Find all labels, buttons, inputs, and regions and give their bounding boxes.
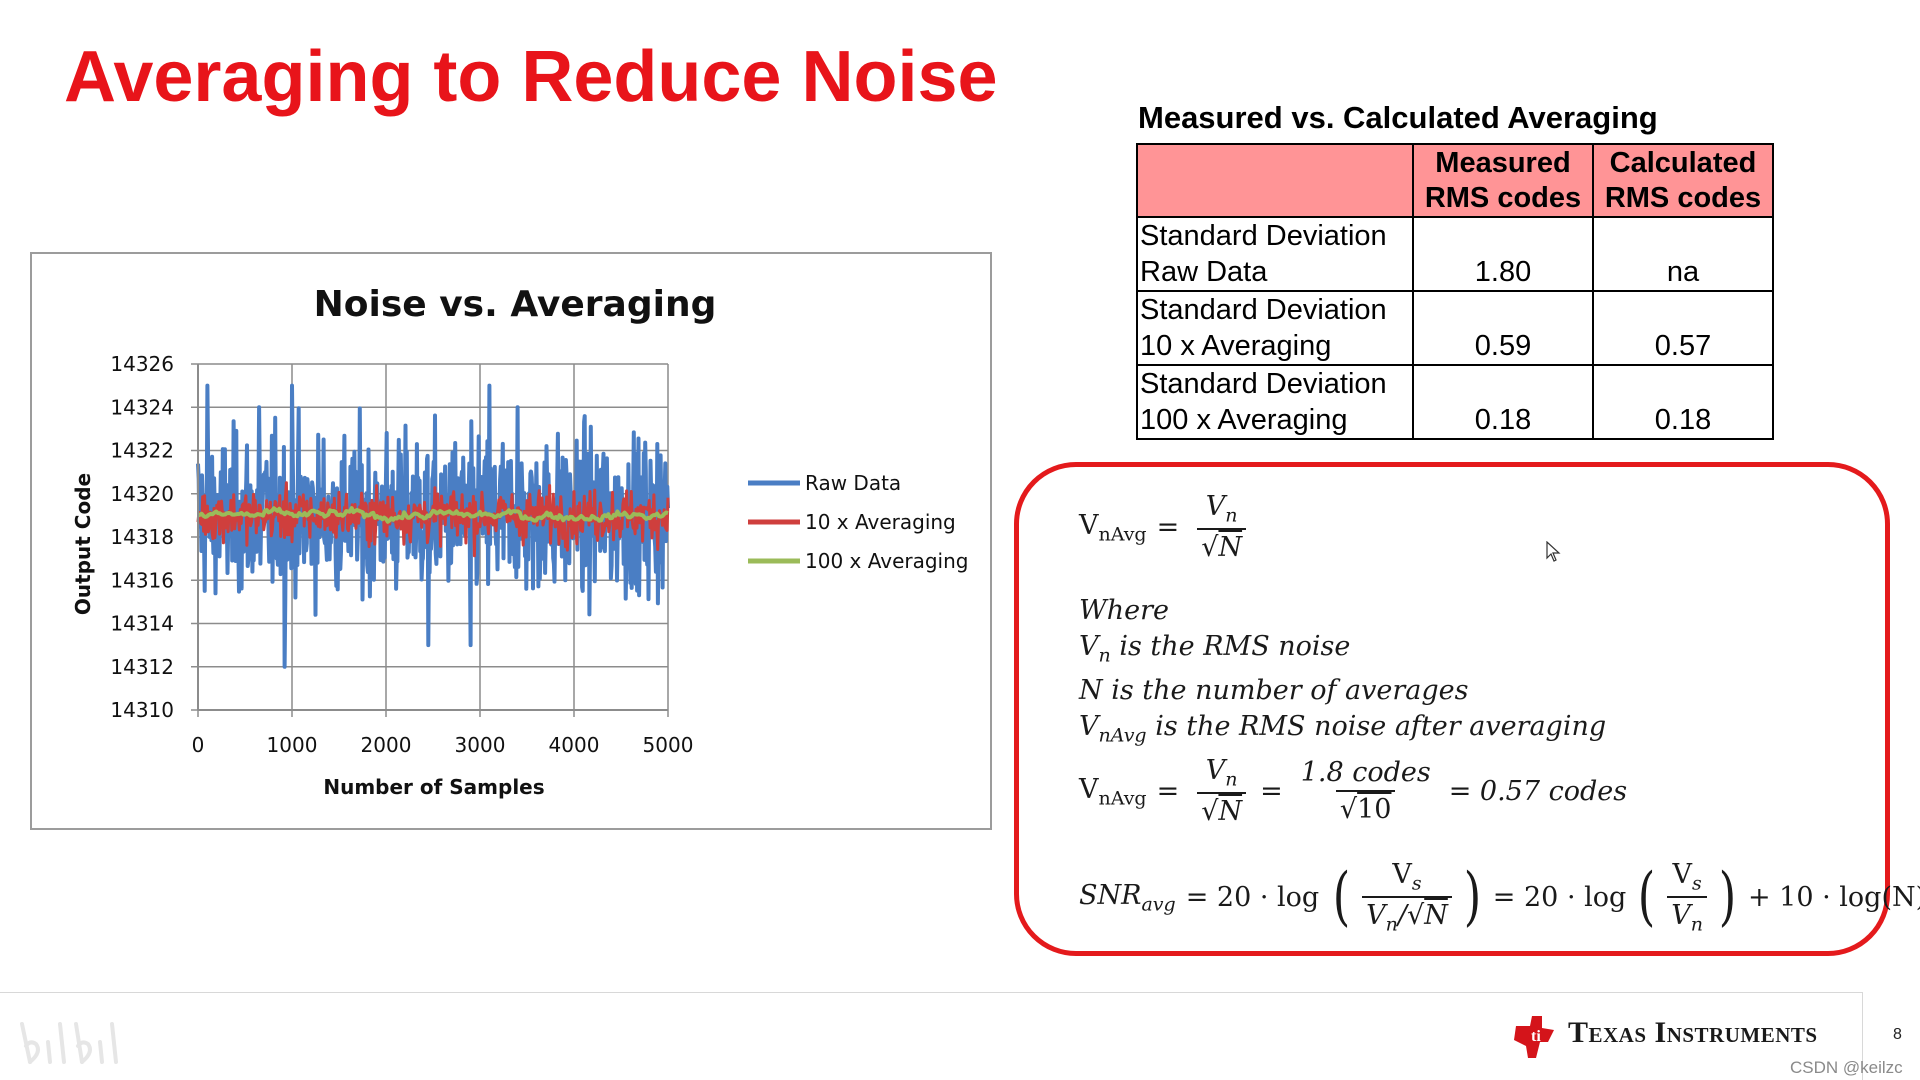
series-line-1 (196, 383, 670, 669)
row-label: Standard Deviation 10 x Averaging (1136, 290, 1414, 366)
x-tick-label: 0 (192, 733, 205, 757)
footer-divider-vertical (1862, 992, 1863, 1080)
svg-text:ti: ti (1531, 1028, 1541, 1045)
row-label-line2: 100 x Averaging (1140, 404, 1348, 436)
row-label-line1: Standard Deviation (1140, 220, 1387, 252)
calculated-value: 0.18 (1592, 364, 1774, 440)
table-header-calculated: Calculated RMS codes (1592, 143, 1774, 218)
header-calculated-line2: RMS codes (1604, 181, 1762, 214)
chart-y-label: Output Code (71, 473, 95, 615)
y-tick-label: 14318 (110, 525, 174, 549)
y-tick-label: 14322 (110, 439, 174, 463)
legend-label: 10 x Averaging (805, 510, 956, 534)
x-tick-label: 3000 (455, 733, 506, 757)
header-calculated-line1: Calculated (1609, 146, 1757, 179)
formula-vnavg: VnAvg = Vn √N (1079, 491, 1254, 563)
row-label: Standard Deviation Raw Data (1136, 216, 1414, 292)
table-caption: Measured vs. Calculated Averaging (1138, 100, 1658, 135)
calculated-value: na (1592, 216, 1774, 292)
legend-label: 100 x Averaging (805, 549, 968, 573)
measured-value: 1.80 (1412, 216, 1594, 292)
n-definition: N is the number of averages (1079, 675, 1469, 707)
y-tick-label: 14320 (110, 482, 174, 506)
noise-chart: Noise vs. Averaging Output Code Number o… (71, 284, 968, 799)
formula-definitions: Where Vn is the RMS noise N is the numbe… (1079, 593, 1606, 754)
vn-desc: is the RMS noise (1119, 631, 1351, 662)
comparison-table: Measured RMS codes Calculated RMS codes … (1136, 143, 1774, 440)
measured-value: 0.59 (1412, 290, 1594, 366)
y-tick-label: 14310 (110, 698, 174, 722)
y-tick-label: 14316 (110, 568, 174, 592)
vnavg-desc: is the RMS noise after averaging (1155, 711, 1607, 743)
y-tick-label: 14314 (110, 612, 174, 636)
row-label: Standard Deviation 100 x Averaging (1136, 364, 1414, 440)
calculated-value: 0.57 (1592, 290, 1774, 366)
chart-title: Noise vs. Averaging (314, 284, 717, 325)
chart-x-label: Number of Samples (323, 775, 544, 799)
row-label-line1: Standard Deviation (1140, 294, 1387, 326)
vnavg-definition: VnAvg is the RMS noise after averaging (1079, 711, 1607, 747)
table-header-row: Measured RMS codes Calculated RMS codes (1136, 143, 1774, 218)
y-tick-label: 14324 (110, 395, 174, 419)
x-tick-label: 2000 (361, 733, 412, 757)
table-row: Standard Deviation Raw Data 1.80 na (1136, 216, 1774, 292)
header-measured-line2: RMS codes (1424, 181, 1582, 214)
ti-brand-name: Texas Instruments (1568, 1016, 1818, 1049)
ti-logo-icon: ti (1514, 1016, 1554, 1058)
example-denominator: 10 (1357, 794, 1392, 826)
snr-tail: + 10 · log(N) (1747, 881, 1920, 913)
measured-value: 0.18 (1412, 364, 1594, 440)
x-tick-label: 5000 (643, 733, 694, 757)
series-line-2 (196, 481, 670, 558)
footer-divider (0, 992, 1862, 993)
bilibili-watermark-icon (20, 1022, 118, 1064)
page-number: 8 (1893, 1026, 1902, 1043)
legend-label: Raw Data (805, 471, 901, 495)
y-tick-label: 14326 (110, 352, 174, 376)
chart-frame: Noise vs. Averaging Output Code Number o… (30, 252, 992, 830)
table-header-measured: Measured RMS codes (1412, 143, 1594, 218)
formula-example: VnAvg = Vn √N = 1.8 codes √10 = 0.57 codes (1079, 755, 1628, 828)
x-tick-label: 1000 (267, 733, 318, 757)
table-row: Standard Deviation 100 x Averaging 0.18 … (1136, 364, 1774, 440)
vn-definition: Vn is the RMS noise (1079, 631, 1351, 667)
header-measured-line1: Measured (1435, 146, 1571, 179)
csdn-watermark: CSDN @keilzc (1790, 1058, 1903, 1077)
row-label-line2: 10 x Averaging (1140, 330, 1332, 362)
formula-snr: SNRavg = 20 · log ( Vs Vn/√N ) = 20 · log … (1079, 859, 1920, 936)
formula-box: VnAvg = Vn √N Where Vn is the RMS noise N … (1014, 462, 1920, 956)
y-tick-label: 14312 (110, 655, 174, 679)
table-row: Standard Deviation 10 x Averaging 0.59 0… (1136, 290, 1774, 366)
slide-title: Averaging to Reduce Noise (64, 37, 998, 117)
example-numerator: 1.8 codes (1300, 757, 1431, 789)
mouse-cursor-icon (1546, 541, 1561, 562)
row-label-line1: Standard Deviation (1140, 368, 1387, 400)
row-label-line2: Raw Data (1140, 256, 1268, 288)
series-line-3 (197, 506, 669, 524)
table-header-empty (1136, 143, 1414, 218)
example-result: = 0.57 codes (1448, 775, 1628, 807)
x-tick-label: 4000 (549, 733, 600, 757)
where-label: Where (1079, 595, 1170, 626)
